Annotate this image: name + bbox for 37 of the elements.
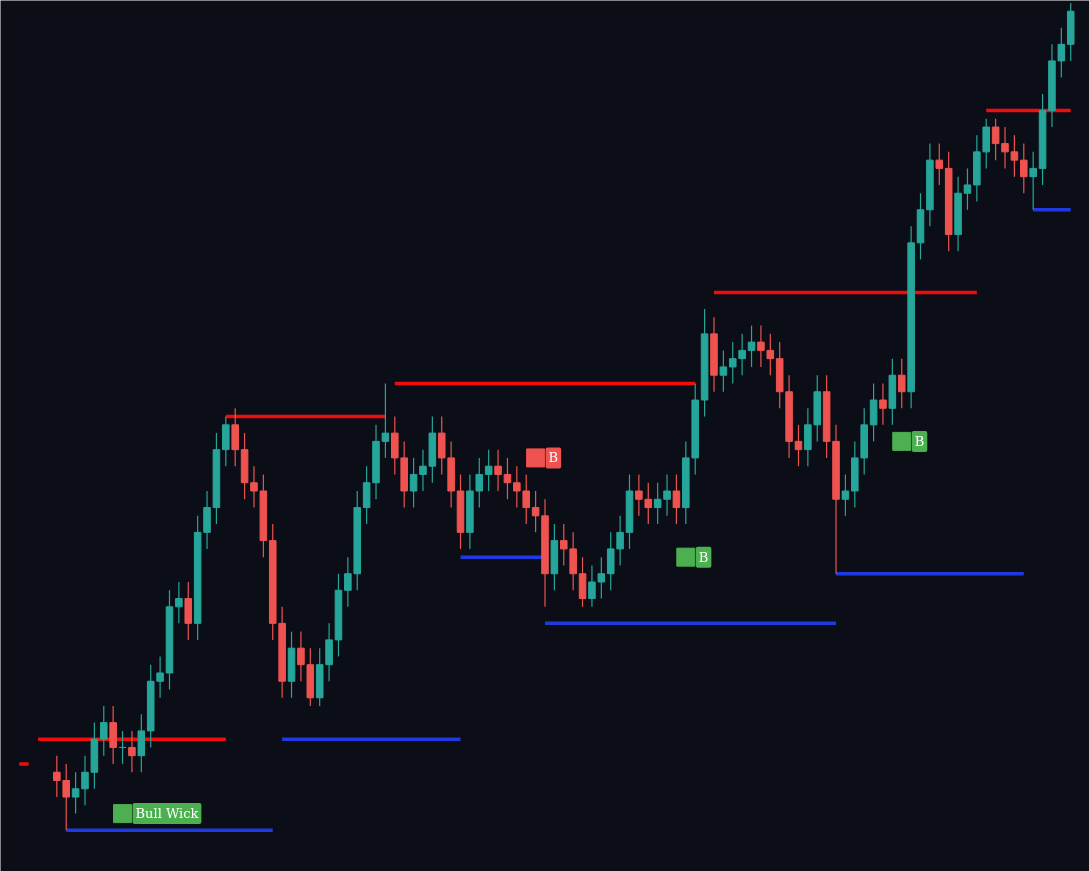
- candlestick: [99, 705, 108, 757]
- candlestick: [672, 473, 681, 525]
- series-label: B: [698, 549, 709, 565]
- candlestick: [841, 473, 850, 517]
- candlestick: [522, 473, 531, 525]
- candlestick: [175, 581, 183, 624]
- candlestick: [559, 523, 568, 567]
- candlestick: [897, 358, 906, 409]
- candlestick: [1029, 151, 1037, 211]
- candlestick: [297, 631, 305, 682]
- series-label: B: [914, 433, 925, 449]
- candlestick: [794, 424, 803, 467]
- candlestick: [719, 349, 728, 393]
- point: [526, 448, 546, 468]
- candlestick: [616, 515, 624, 567]
- candlestick: [747, 324, 756, 368]
- point: [676, 547, 696, 567]
- candlestick: [475, 457, 484, 509]
- candlestick: [503, 457, 512, 500]
- candlestick: [484, 449, 493, 492]
- candlestick: [597, 556, 606, 600]
- candlestick: [1010, 134, 1019, 178]
- candlestick: [381, 382, 390, 459]
- candlestick: [935, 143, 944, 186]
- point: [892, 431, 912, 451]
- candlestick: [71, 771, 80, 815]
- candlestick: [128, 730, 136, 773]
- candlestick: [588, 564, 596, 608]
- candlestick: [879, 382, 887, 426]
- candlestick: [513, 465, 521, 509]
- candlestick: [81, 755, 89, 806]
- point: [113, 804, 133, 824]
- candlestick: [1020, 143, 1028, 194]
- series-label: Bull Wick: [135, 806, 199, 822]
- candlestick: [963, 167, 972, 211]
- series-label: B: [548, 450, 559, 466]
- candlestick: [494, 449, 502, 492]
